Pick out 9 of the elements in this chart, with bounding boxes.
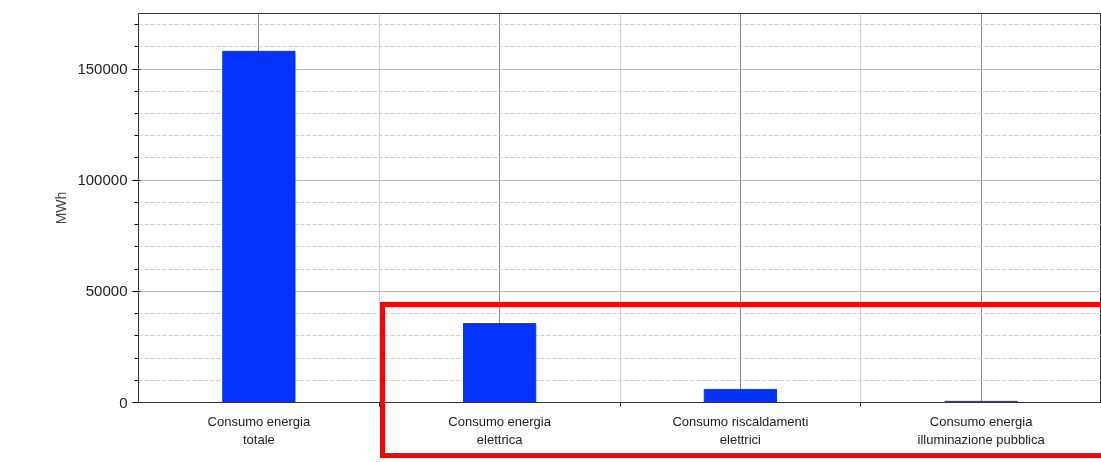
x-tick-label: Consumo energia elettrica (448, 413, 552, 447)
y-tick-label: 50000 (85, 282, 128, 300)
y-axis-title: MWh (53, 191, 70, 225)
x-tick-label: Consumo energia illuminazione pubblica (917, 413, 1046, 447)
y-tick-label: 0 (119, 393, 128, 411)
x-tick-label: Consumo energia totale (207, 413, 311, 447)
y-tick-label: 100000 (77, 171, 128, 189)
y-tick-label: 150000 (77, 60, 128, 78)
x-tick-label: Consumo riscaldamenti elettrici (672, 413, 809, 447)
